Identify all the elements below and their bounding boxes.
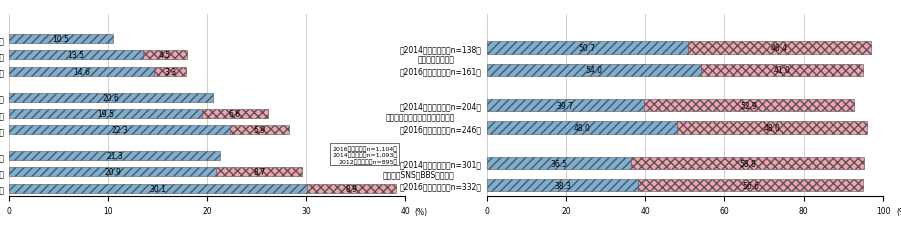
Text: 2016年度調査（n=1,104）
2014年度調査（n=1,093）
2012年度調査（n=895）: 2016年度調査（n=1,104） 2014年度調査（n=1,093） 2012… <box>332 145 397 164</box>
Text: 8.9: 8.9 <box>345 184 358 193</box>
Text: 地域でのSNS、BBS等の活用: 地域でのSNS、BBS等の活用 <box>383 170 455 179</box>
X-axis label: (%): (%) <box>896 207 901 216</box>
Text: 30.1: 30.1 <box>150 184 167 193</box>
Text: 41.0: 41.0 <box>773 66 790 75</box>
Text: 48.0: 48.0 <box>573 123 590 133</box>
Bar <box>230 126 288 135</box>
Text: 20.9: 20.9 <box>105 168 121 177</box>
X-axis label: (%): (%) <box>414 207 428 216</box>
Bar <box>487 122 677 134</box>
Text: 14.6: 14.6 <box>73 67 90 76</box>
Text: 22.3: 22.3 <box>111 126 128 135</box>
Text: 52.9: 52.9 <box>741 101 757 110</box>
Bar <box>487 157 632 169</box>
Text: 50.7: 50.7 <box>578 44 596 53</box>
Bar <box>9 51 142 60</box>
Text: 54.0: 54.0 <box>585 66 602 75</box>
Bar <box>216 168 303 177</box>
Bar <box>9 67 154 76</box>
Bar <box>701 64 863 77</box>
Bar <box>487 64 701 77</box>
Text: 6.6: 6.6 <box>229 109 241 118</box>
Bar <box>9 126 230 135</box>
Bar <box>632 157 864 169</box>
Bar <box>9 152 220 161</box>
Text: 個別相談サービス: 個別相談サービス <box>418 55 455 64</box>
Text: 3.3: 3.3 <box>164 67 176 76</box>
Text: 5.9: 5.9 <box>253 126 265 135</box>
Text: 48.0: 48.0 <box>763 123 780 133</box>
Text: 地域人材・施設情報検索サービス: 地域人材・施設情報検索サービス <box>386 112 455 121</box>
Bar <box>677 122 867 134</box>
Text: 56.6: 56.6 <box>742 181 759 190</box>
Bar <box>9 35 114 44</box>
Bar <box>307 184 396 193</box>
Bar <box>487 42 687 54</box>
Text: 21.3: 21.3 <box>106 151 123 161</box>
Text: 19.5: 19.5 <box>97 109 114 118</box>
Text: 13.5: 13.5 <box>68 51 85 60</box>
Text: 10.5: 10.5 <box>52 35 69 44</box>
Text: 46.4: 46.4 <box>771 44 788 53</box>
Bar <box>687 42 871 54</box>
Text: 38.3: 38.3 <box>554 181 571 190</box>
Bar <box>9 168 216 177</box>
Bar <box>9 109 203 118</box>
Text: 36.5: 36.5 <box>551 159 568 168</box>
Bar <box>9 184 307 193</box>
Text: 20.6: 20.6 <box>103 93 120 102</box>
Bar <box>142 51 187 60</box>
Text: 39.7: 39.7 <box>557 101 574 110</box>
Bar <box>639 179 863 192</box>
Bar <box>154 67 187 76</box>
Bar <box>487 100 644 112</box>
Bar <box>203 109 268 118</box>
Bar <box>644 100 853 112</box>
Bar <box>487 179 639 192</box>
Text: 4.5: 4.5 <box>159 51 171 60</box>
Text: 58.8: 58.8 <box>740 159 756 168</box>
Bar <box>9 93 214 102</box>
Text: 8.7: 8.7 <box>253 168 265 177</box>
